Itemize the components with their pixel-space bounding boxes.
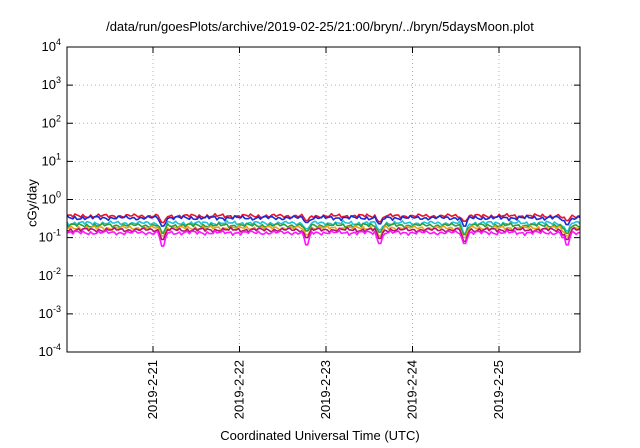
x-tick-label: 2019-2-21 — [145, 360, 160, 419]
x-tick-label: 2019-2-25 — [491, 360, 506, 419]
series-line — [66, 214, 581, 227]
y-tick-label: 103 — [42, 75, 61, 92]
x-axis-label: Coordinated Universal Time (UTC) — [220, 428, 420, 443]
x-tick-label: 2019-2-22 — [232, 360, 247, 419]
y-tick-label: 10-2 — [39, 266, 61, 283]
y-tick-label: 101 — [42, 151, 61, 168]
y-axis-label: cGy/day — [24, 179, 40, 227]
series-line — [67, 226, 581, 243]
y-tick-label: 104 — [42, 37, 61, 54]
x-tick-label: 2019-2-24 — [405, 360, 420, 419]
plot-frame — [66, 46, 581, 353]
y-tick-label: 10-1 — [39, 228, 61, 245]
y-tick-label: 100 — [42, 190, 61, 207]
y-tick-label: 102 — [42, 113, 61, 130]
chart-title: /data/run/goesPlots/archive/2019-02-25/2… — [106, 19, 534, 34]
y-tick-label: 10-3 — [39, 304, 61, 321]
series-line — [66, 229, 581, 247]
series-line — [66, 224, 581, 239]
series-line — [66, 219, 581, 235]
y-tick-label: 10-4 — [39, 342, 61, 359]
x-tick-label: 2019-2-23 — [318, 360, 333, 419]
